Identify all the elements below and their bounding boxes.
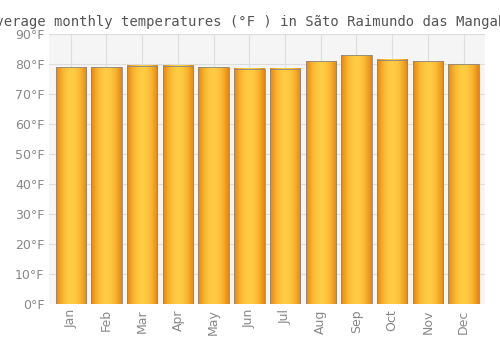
Bar xyxy=(377,60,408,304)
Bar xyxy=(127,66,158,304)
Title: Average monthly temperatures (°F ) in Sãto Raimundo das Mangabeiras: Average monthly temperatures (°F ) in Sã… xyxy=(0,15,500,29)
Bar xyxy=(412,61,443,304)
Bar xyxy=(270,69,300,304)
Bar xyxy=(56,67,86,304)
Bar xyxy=(448,64,479,304)
Bar xyxy=(234,69,264,304)
Bar xyxy=(198,67,229,304)
Bar xyxy=(306,61,336,304)
Bar xyxy=(162,66,193,304)
Bar xyxy=(92,67,122,304)
Bar xyxy=(342,55,372,304)
